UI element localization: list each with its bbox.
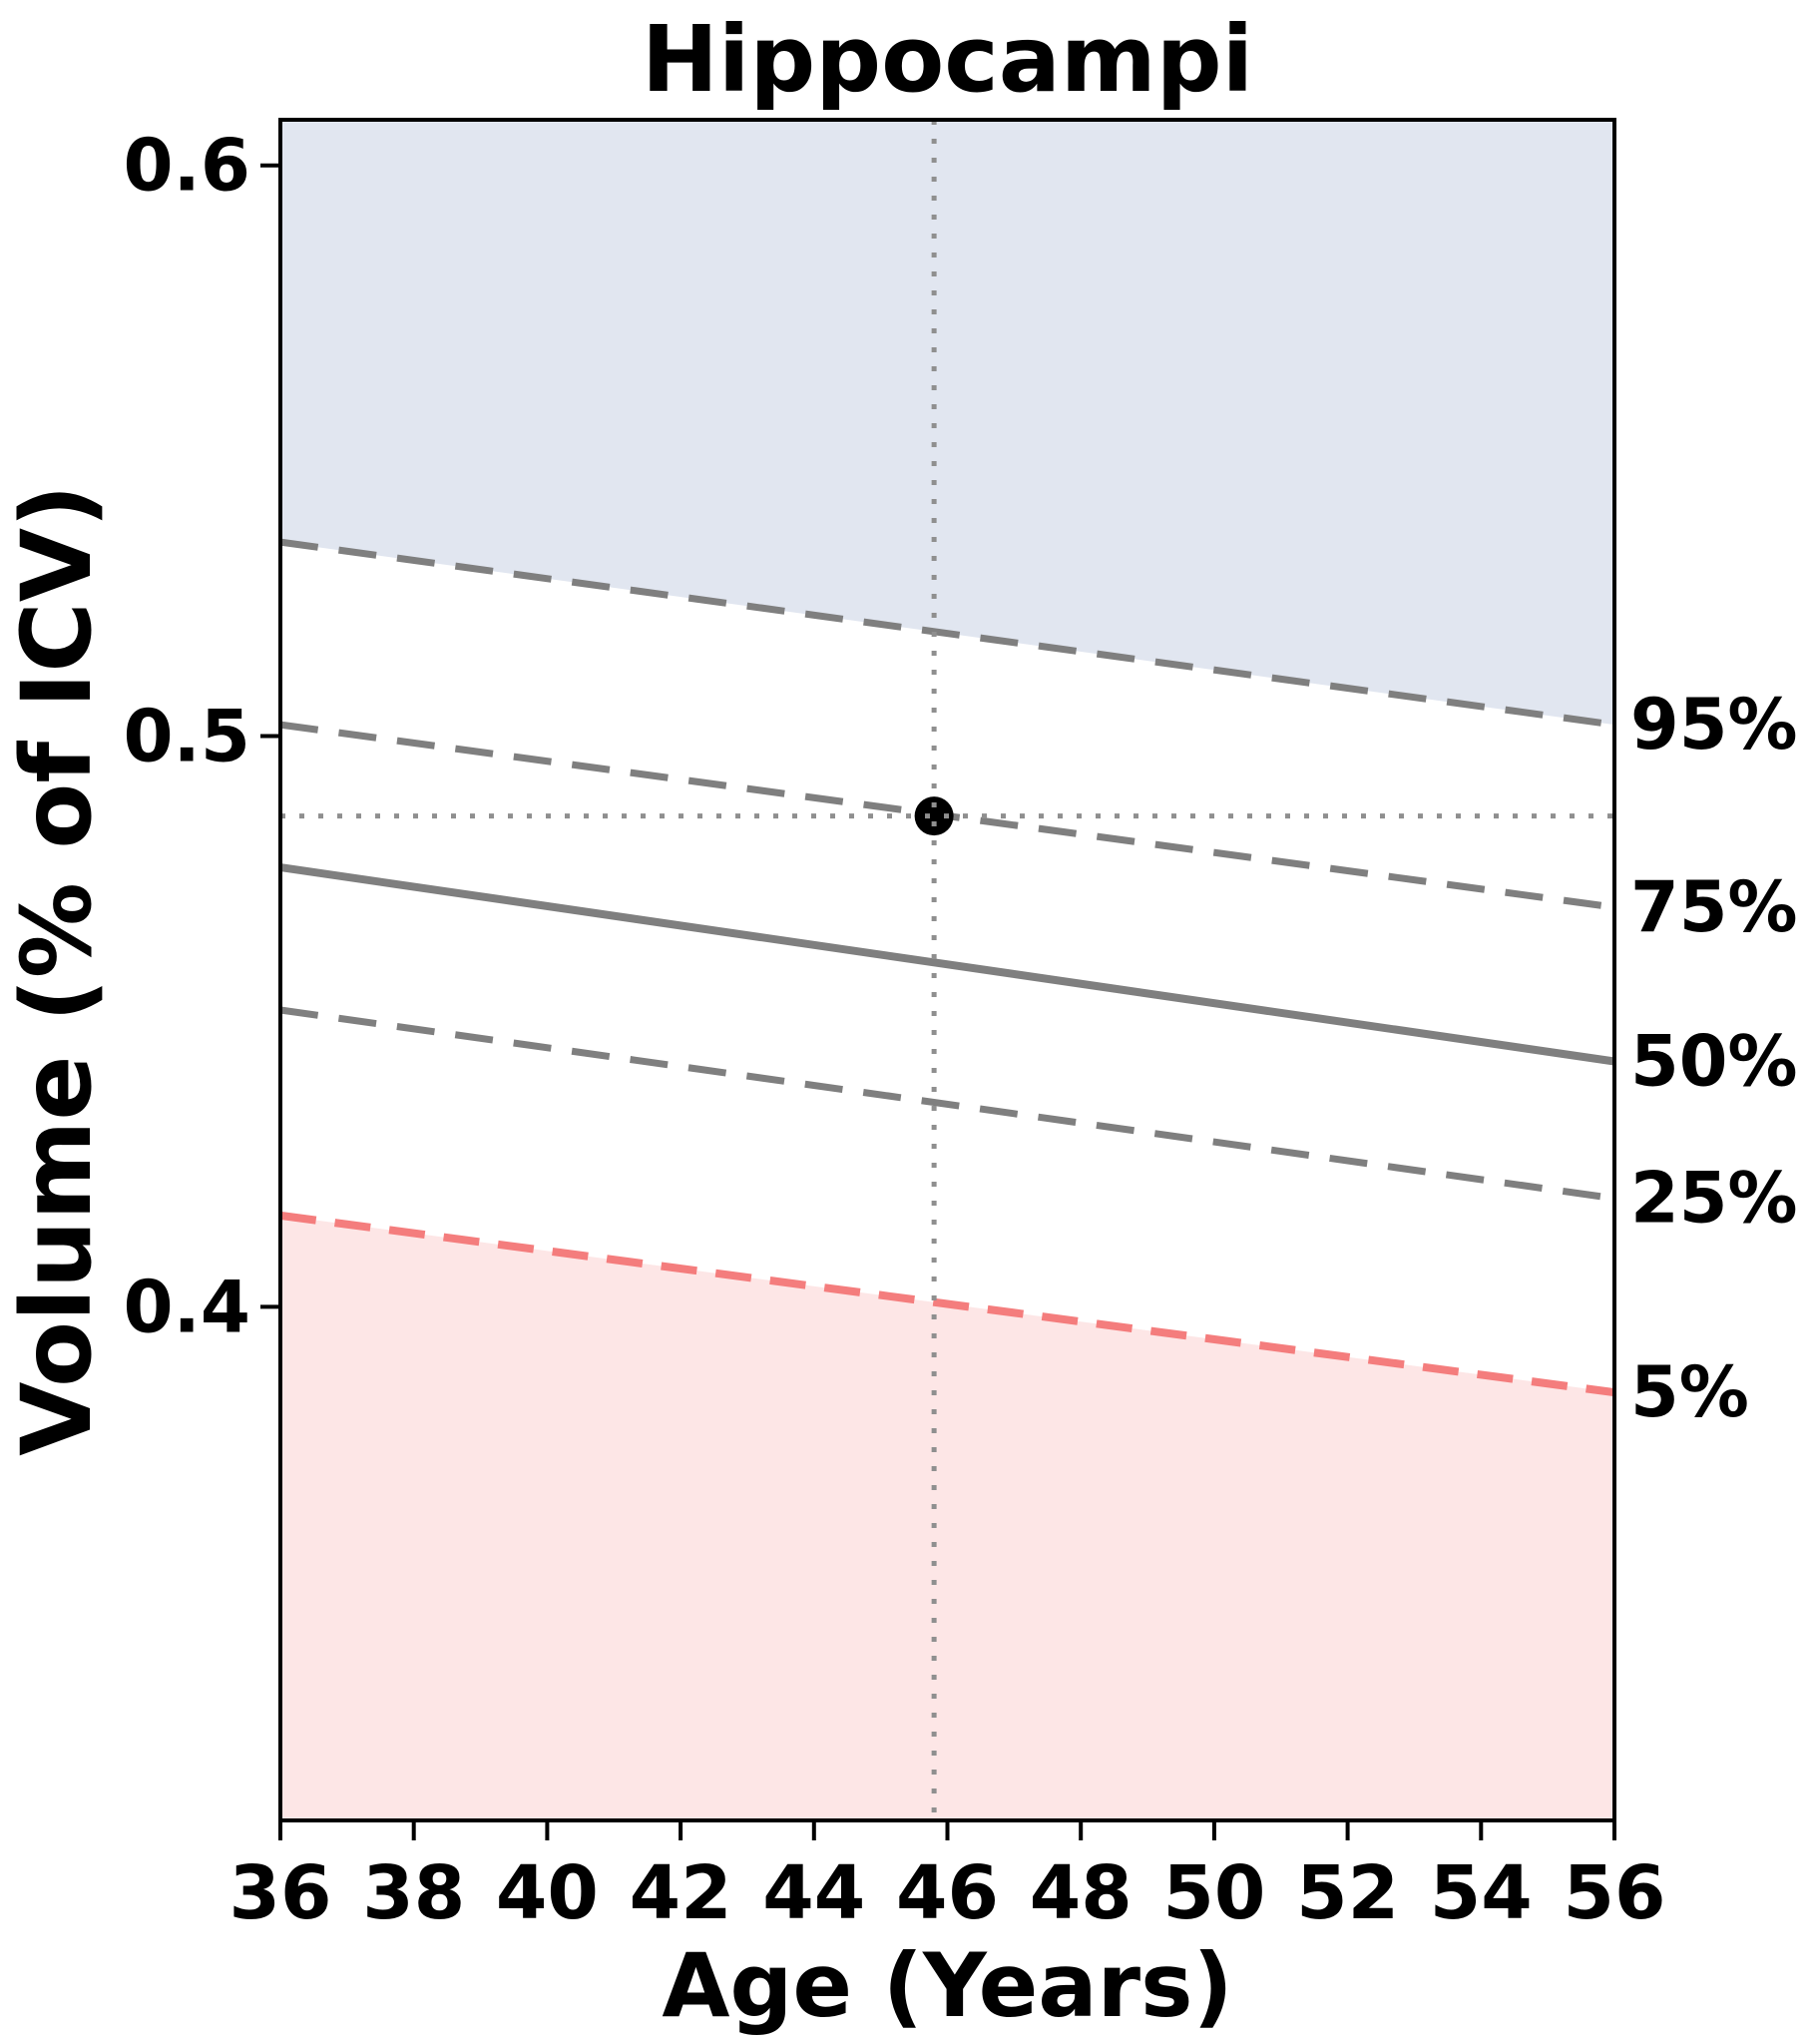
y-tick-label-0.6: 0.6 (123, 124, 250, 208)
x-tick-label-38: 38 (362, 1850, 465, 1936)
percentile-label-95: 95% (1630, 684, 1798, 766)
x-tick-label-50: 50 (1162, 1850, 1265, 1936)
chart-title: Hippocampi (641, 6, 1254, 113)
x-axis-label: Age (Years) (662, 1934, 1233, 2037)
y-tick-label-0.4: 0.4 (123, 1265, 250, 1348)
band-fill-below-5th-percentile (280, 1215, 1614, 1820)
y-tick-label-0.5: 0.5 (123, 695, 250, 778)
x-tick-label-48: 48 (1030, 1850, 1133, 1936)
percentile-line-95 (279, 538, 1615, 729)
percentile-label-25: 25% (1630, 1158, 1798, 1240)
y-axis-label: Volume (% of ICV) (1, 484, 113, 1456)
patient-point-marker (914, 796, 954, 836)
percentile-line-50 (279, 863, 1615, 1066)
x-tick-label-56: 56 (1564, 1850, 1666, 1936)
percentile-line-25 (279, 1006, 1615, 1203)
x-tick-label-54: 54 (1430, 1850, 1533, 1936)
band-fill-above-95th-percentile (280, 120, 1614, 726)
x-tick-label-40: 40 (496, 1850, 599, 1936)
percentile-label-5: 5% (1630, 1351, 1749, 1433)
x-tick-label-44: 44 (762, 1850, 865, 1936)
x-tick-label-52: 52 (1296, 1850, 1399, 1936)
x-tick-label-42: 42 (630, 1850, 732, 1936)
x-tick-label-36: 36 (229, 1850, 332, 1936)
x-tick-label-46: 46 (896, 1850, 999, 1936)
percentile-label-50: 50% (1630, 1020, 1798, 1102)
percentile-label-75: 75% (1630, 866, 1798, 948)
percentile-line-5 (279, 1211, 1615, 1397)
